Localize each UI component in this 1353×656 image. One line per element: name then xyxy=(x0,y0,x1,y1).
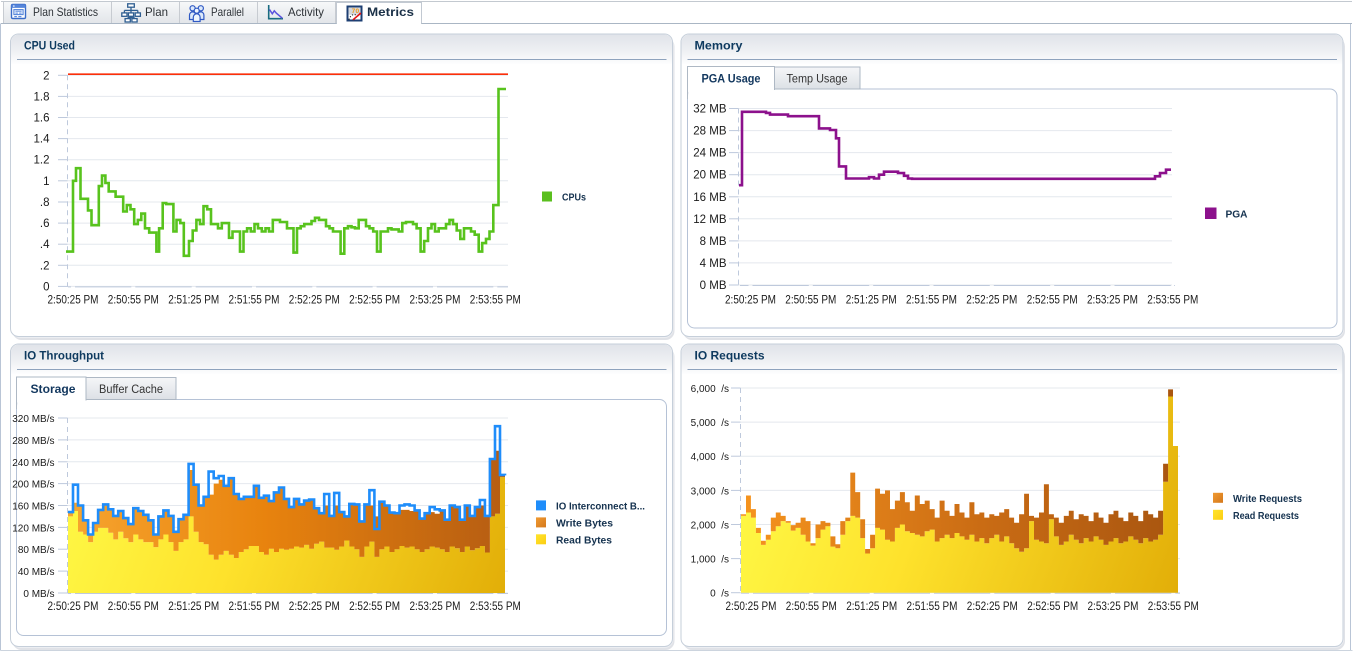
svg-text:CPUs: CPUs xyxy=(562,192,586,204)
svg-text:2:51:55 PM: 2:51:55 PM xyxy=(906,295,957,307)
svg-text:16 MB: 16 MB xyxy=(693,192,727,204)
svg-text:20 MB: 20 MB xyxy=(693,170,727,182)
svg-text:2:52:55 PM: 2:52:55 PM xyxy=(349,295,400,307)
svg-text:2:52:55 PM: 2:52:55 PM xyxy=(1027,295,1078,307)
svg-text:1.8: 1.8 xyxy=(34,91,50,103)
svg-text:1,000 /s: 1,000 /s xyxy=(691,555,729,566)
svg-text:2,000 /s: 2,000 /s xyxy=(691,521,729,532)
svg-text:Write Bytes: Write Bytes xyxy=(556,517,613,529)
svg-text:0 MB: 0 MB xyxy=(700,280,727,292)
svg-text:Read Bytes: Read Bytes xyxy=(556,534,612,546)
svg-text:320 MB/s: 320 MB/s xyxy=(12,414,54,425)
svg-text:.2: .2 xyxy=(40,260,50,272)
svg-text:12 MB: 12 MB xyxy=(693,214,727,226)
svg-text:2:53:25 PM: 2:53:25 PM xyxy=(1087,295,1138,307)
svg-text:2:53:55 PM: 2:53:55 PM xyxy=(1148,601,1199,613)
svg-text:Parallel: Parallel xyxy=(211,5,244,19)
svg-text:2:53:25 PM: 2:53:25 PM xyxy=(410,601,461,613)
svg-text:2:51:55 PM: 2:51:55 PM xyxy=(907,601,958,613)
svg-text:5,000 /s: 5,000 /s xyxy=(691,418,729,429)
svg-text:2:51:25 PM: 2:51:25 PM xyxy=(168,295,219,307)
svg-text:6,000 /s: 6,000 /s xyxy=(691,384,729,395)
svg-text:1.4: 1.4 xyxy=(34,134,51,146)
svg-text:2:50:25 PM: 2:50:25 PM xyxy=(725,295,776,307)
svg-text:200 MB/s: 200 MB/s xyxy=(12,480,54,491)
svg-text:2:51:25 PM: 2:51:25 PM xyxy=(168,601,219,613)
svg-text:80 MB/s: 80 MB/s xyxy=(18,545,55,556)
svg-text:Storage: Storage xyxy=(31,384,76,396)
svg-text:1: 1 xyxy=(43,176,49,188)
svg-text:32 MB: 32 MB xyxy=(693,104,727,116)
svg-text:.8: .8 xyxy=(40,197,50,209)
svg-text:4 MB: 4 MB xyxy=(700,258,727,270)
svg-text:120 MB/s: 120 MB/s xyxy=(12,523,54,534)
svg-text:240 MB/s: 240 MB/s xyxy=(12,458,54,469)
svg-text:2:50:25 PM: 2:50:25 PM xyxy=(48,601,99,613)
svg-text:2:52:25 PM: 2:52:25 PM xyxy=(967,601,1018,613)
svg-text:2:50:25 PM: 2:50:25 PM xyxy=(48,295,99,307)
svg-text:0: 0 xyxy=(43,281,49,293)
svg-text:2:50:55 PM: 2:50:55 PM xyxy=(108,295,159,307)
svg-text:24 MB: 24 MB xyxy=(693,148,727,160)
svg-text:2:53:55 PM: 2:53:55 PM xyxy=(470,295,521,307)
svg-text:2:50:55 PM: 2:50:55 PM xyxy=(108,601,159,613)
svg-text:IO Throughput: IO Throughput xyxy=(24,351,104,363)
svg-text:Plan Statistics: Plan Statistics xyxy=(33,5,98,19)
svg-text:0 /s: 0 /s xyxy=(710,589,729,600)
svg-text:28 MB: 28 MB xyxy=(693,126,727,138)
svg-text:CPU Used: CPU Used xyxy=(24,41,75,53)
svg-text:2:53:25 PM: 2:53:25 PM xyxy=(410,295,461,307)
svg-text:2:50:25 PM: 2:50:25 PM xyxy=(726,601,777,613)
svg-text:3,000 /s: 3,000 /s xyxy=(691,486,729,497)
svg-text:2: 2 xyxy=(43,70,49,82)
svg-text:4,000 /s: 4,000 /s xyxy=(691,452,729,463)
svg-text:2:50:55 PM: 2:50:55 PM xyxy=(785,295,836,307)
svg-text:2:53:55 PM: 2:53:55 PM xyxy=(1147,295,1198,307)
svg-text:Temp Usage: Temp Usage xyxy=(787,74,848,86)
svg-text:2:51:55 PM: 2:51:55 PM xyxy=(229,295,280,307)
svg-text:Metrics: Metrics xyxy=(367,5,414,19)
svg-text:40 MB/s: 40 MB/s xyxy=(18,567,55,578)
svg-text:.4: .4 xyxy=(40,239,50,251)
svg-text:Memory: Memory xyxy=(695,41,744,53)
svg-text:2:51:25 PM: 2:51:25 PM xyxy=(846,295,897,307)
svg-text:Read Requests: Read Requests xyxy=(1233,510,1299,522)
svg-text:2:53:25 PM: 2:53:25 PM xyxy=(1088,601,1139,613)
svg-text:IO Requests: IO Requests xyxy=(695,351,765,363)
svg-text:70: 70 xyxy=(352,8,360,15)
svg-text:Buffer Cache: Buffer Cache xyxy=(99,384,163,396)
svg-text:IO Interconnect B...: IO Interconnect B... xyxy=(556,500,645,512)
svg-text:.6: .6 xyxy=(40,218,50,230)
svg-text:2:52:25 PM: 2:52:25 PM xyxy=(289,295,340,307)
svg-text:8 MB: 8 MB xyxy=(700,236,727,248)
svg-text:2:50:55 PM: 2:50:55 PM xyxy=(786,601,837,613)
svg-text:0 MB/s: 0 MB/s xyxy=(23,589,54,600)
svg-text:2:52:25 PM: 2:52:25 PM xyxy=(966,295,1017,307)
svg-text:160 MB/s: 160 MB/s xyxy=(12,502,54,513)
svg-text:280 MB/s: 280 MB/s xyxy=(12,436,54,447)
svg-text:PGA: PGA xyxy=(1226,209,1248,221)
svg-text:1.2: 1.2 xyxy=(34,155,50,167)
svg-text:2:52:25 PM: 2:52:25 PM xyxy=(289,601,340,613)
svg-text:2:52:55 PM: 2:52:55 PM xyxy=(1027,601,1078,613)
svg-text:2:51:55 PM: 2:51:55 PM xyxy=(229,601,280,613)
svg-text:2:51:25 PM: 2:51:25 PM xyxy=(846,601,897,613)
svg-text:PGA Usage: PGA Usage xyxy=(702,74,761,86)
svg-text:1.6: 1.6 xyxy=(34,113,50,125)
svg-text:2:53:55 PM: 2:53:55 PM xyxy=(470,601,521,613)
svg-text:2:52:55 PM: 2:52:55 PM xyxy=(349,601,400,613)
svg-text:Write Requests: Write Requests xyxy=(1233,493,1302,505)
svg-text:Activity: Activity xyxy=(288,5,324,19)
svg-text:Plan: Plan xyxy=(145,5,168,19)
